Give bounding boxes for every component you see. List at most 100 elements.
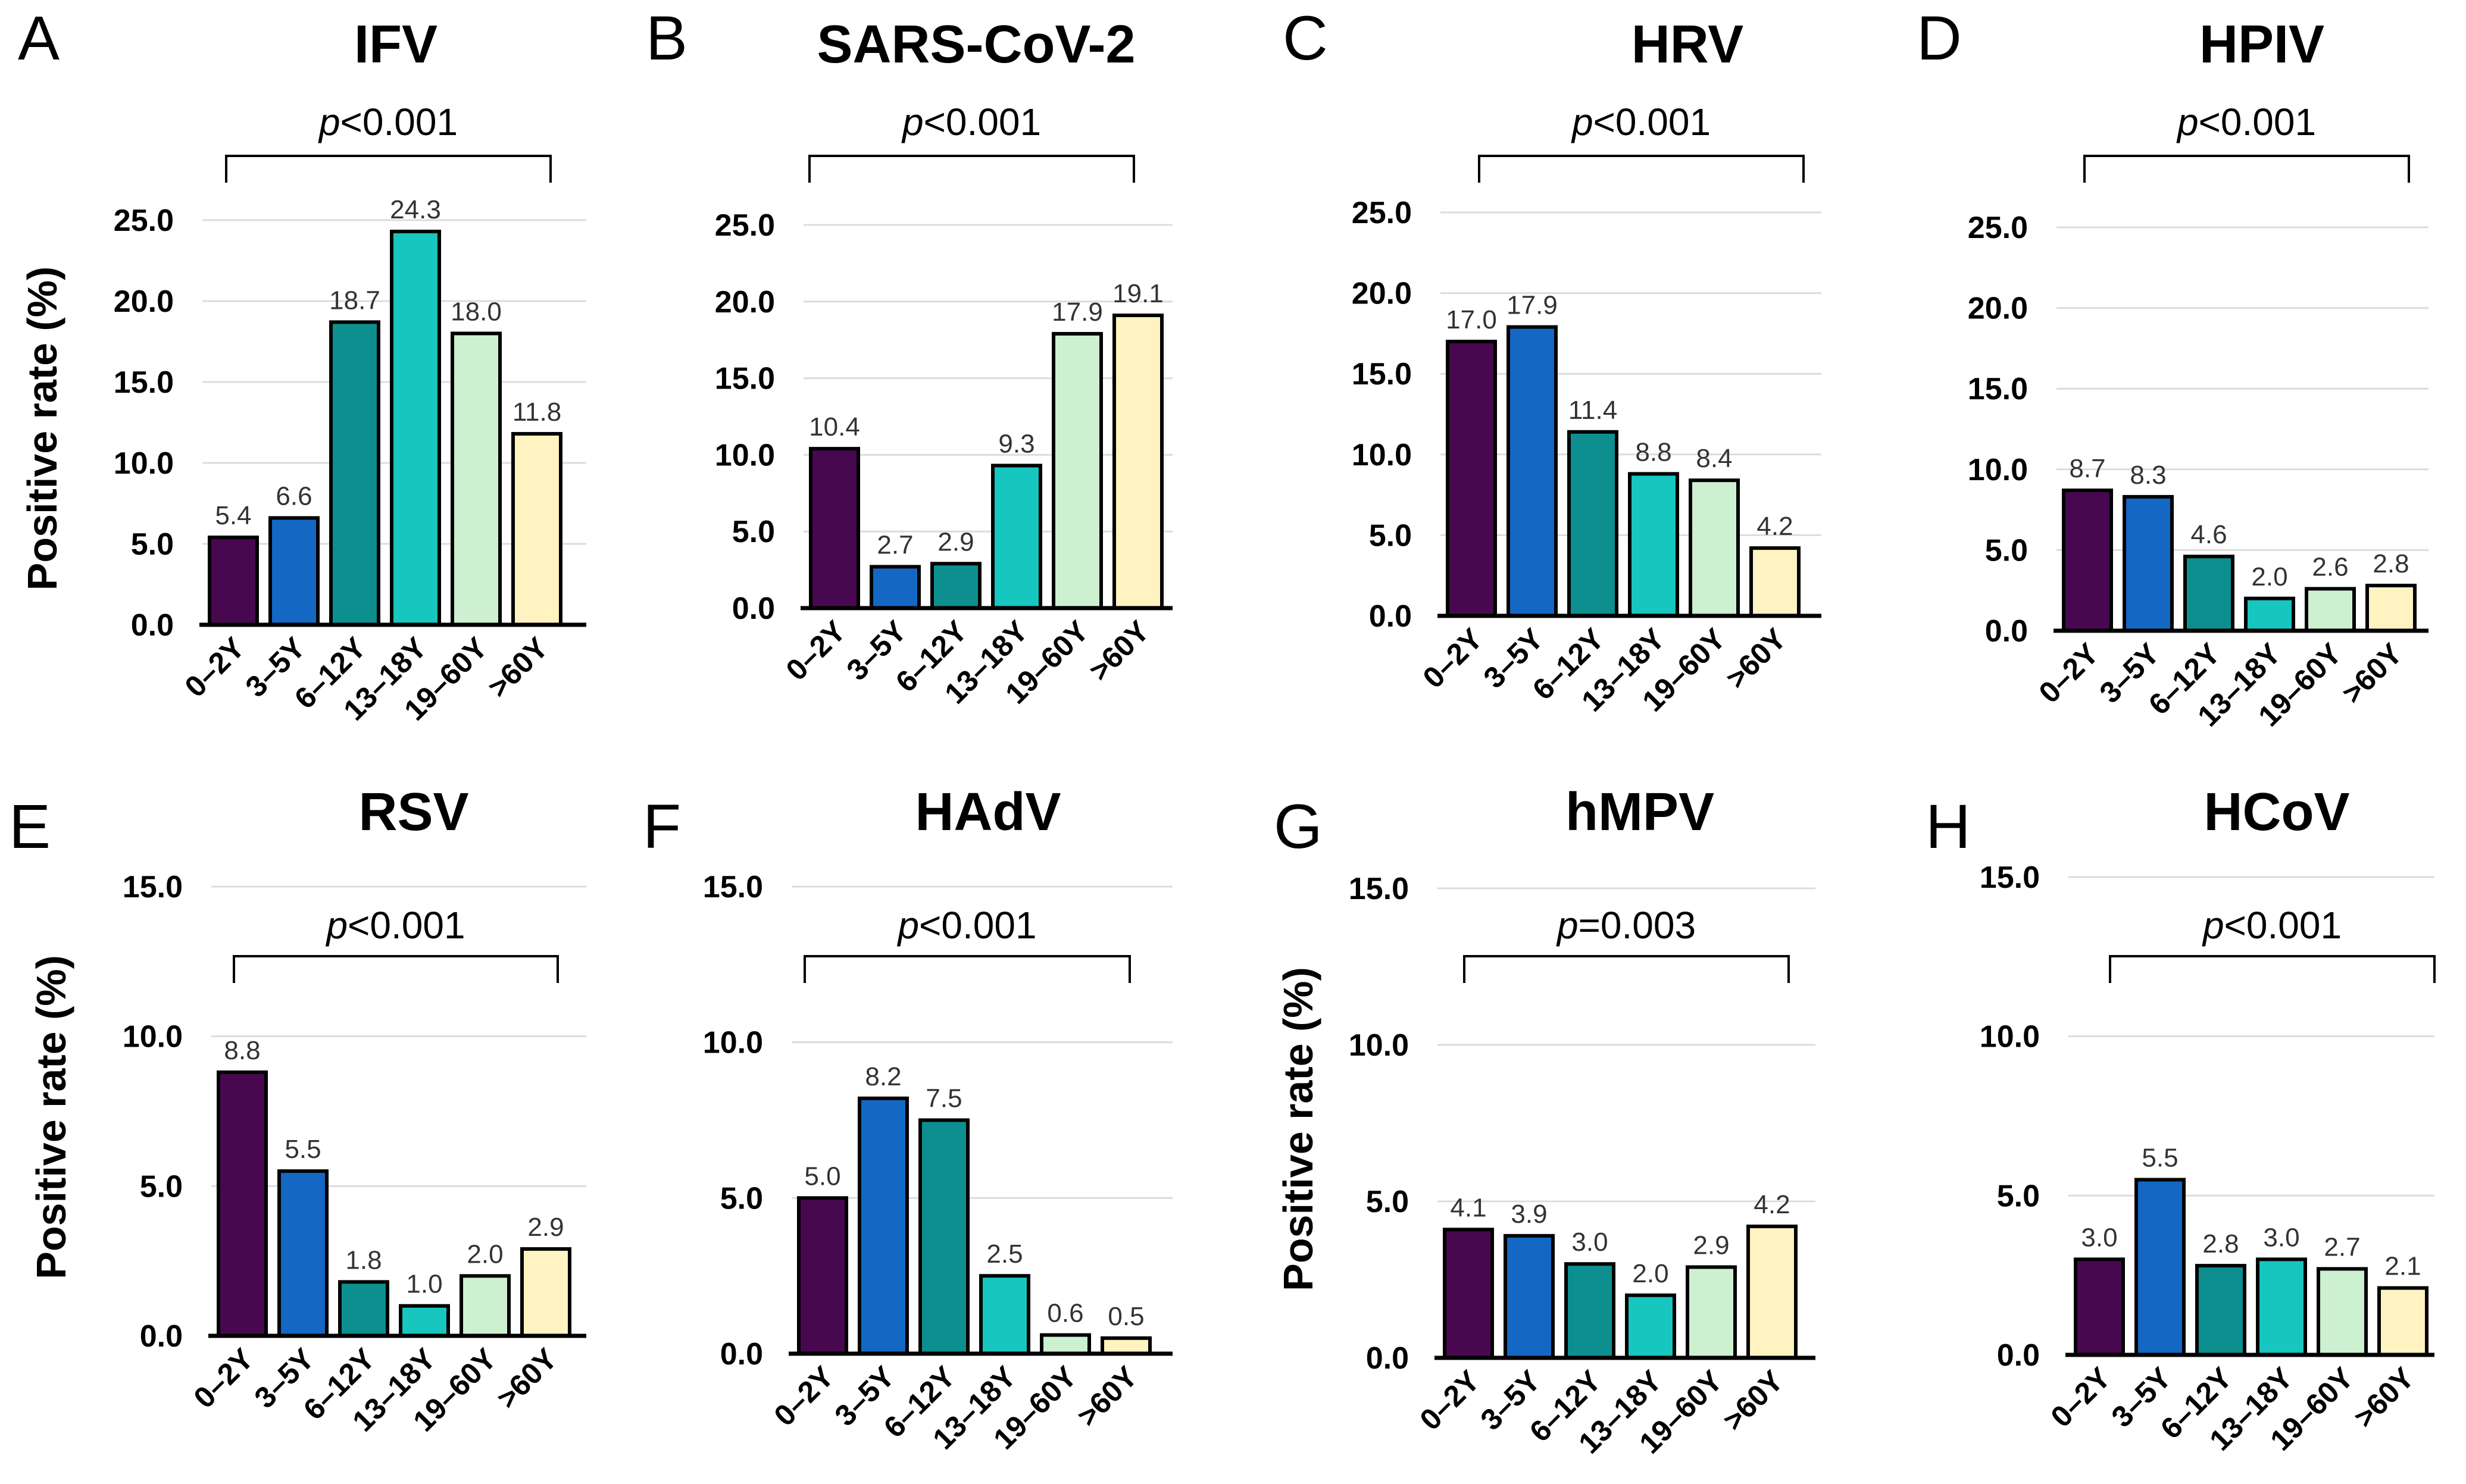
data-label: 5.5	[2142, 1144, 2178, 1173]
bar-6–12Y	[329, 320, 380, 627]
y-tick-label: 0.0	[1369, 599, 1412, 634]
bar-19–60Y	[451, 331, 502, 627]
data-label: 4.6	[2190, 520, 2227, 549]
y-tick-label: 10.0	[1968, 453, 2028, 487]
y-tick-label: 5.0	[1366, 1185, 1409, 1219]
x-tick-label: >60Y	[2348, 1361, 2421, 1434]
bar-0–2Y	[217, 1070, 268, 1338]
data-label: 2.7	[2324, 1232, 2360, 1261]
data-label: 24.3	[390, 195, 441, 224]
p-comparison: <0.001	[919, 904, 1037, 947]
y-tick-label: 0.0	[1997, 1338, 2040, 1373]
x-tick-label: 0–2Y	[1414, 1364, 1486, 1436]
panel-title: HAdV	[915, 782, 1061, 842]
bar-13–18Y	[390, 230, 441, 627]
x-tick-label: >60Y	[2336, 637, 2409, 710]
bar-6–12Y	[2183, 555, 2234, 633]
p-value: p<0.001	[901, 101, 1041, 143]
panel-letter: A	[18, 4, 60, 73]
bar-13–18Y	[1625, 1293, 1676, 1360]
x-tick-label: 0–2Y	[179, 631, 251, 703]
y-tick-label: 0.0	[720, 1337, 763, 1372]
bar-6–12Y	[2195, 1264, 2246, 1357]
y-tick-label: 5.0	[720, 1181, 763, 1216]
bar-6–12Y	[338, 1280, 389, 1338]
y-tick-label: 25.0	[114, 203, 174, 238]
y-tick-label: 10.0	[1349, 1028, 1409, 1063]
panel-d: D HPIV0.05.010.015.020.025.08.70–2Y8.33–5…	[1917, 4, 2429, 733]
panel-letter: G	[1274, 792, 1323, 862]
bar-19–60Y	[1040, 1333, 1091, 1356]
p-symbol: p	[325, 904, 348, 947]
y-tick-label: 25.0	[715, 208, 775, 243]
data-label: 0.5	[1108, 1302, 1144, 1331]
data-label: 2.9	[937, 527, 974, 556]
panel-h: H HCoV0.05.010.015.03.00–2Y5.53–5Y2.86–12…	[1926, 782, 2436, 1457]
y-tick-label: 10.0	[1352, 438, 1412, 472]
x-tick-label: 0–2Y	[2045, 1361, 2117, 1433]
p-comparison: <0.001	[2199, 101, 2317, 143]
panel-b: B SARS-CoV-2 0.0 5.0 10.0 15.0 20.0 25.0 10.4 0–2…	[646, 4, 1173, 710]
data-label: 3.0	[1571, 1228, 1608, 1257]
p-value: p<0.001	[2202, 904, 2342, 947]
y-axis-title: Positive rate (%)	[1275, 967, 1321, 1291]
bar-3–5Y	[268, 516, 320, 627]
panel-title: IFV	[354, 15, 437, 74]
panel-title: hMPV	[1565, 782, 1714, 842]
data-label: 1.8	[345, 1245, 382, 1275]
bar-19–60Y	[2305, 587, 2356, 633]
y-tick-label: 25.0	[1352, 196, 1412, 230]
y-tick-label: 15.0	[123, 870, 183, 904]
y-tick-label: 5.0	[1369, 518, 1412, 553]
data-label: 8.8	[224, 1036, 260, 1065]
y-tick-label: 15.0	[703, 870, 763, 904]
panel-title: SARS-CoV-2	[817, 15, 1135, 74]
panel-e: E RSV0.05.010.015.08.80–2Y5.53–5Y1.86–12Y…	[9, 782, 586, 1438]
data-label: 2.7	[877, 530, 913, 559]
p-symbol: p	[896, 904, 919, 947]
data-label: 2.0	[467, 1239, 503, 1269]
data-label: 3.0	[2081, 1223, 2117, 1252]
bar->60Y	[1749, 546, 1801, 618]
bar-0–2Y	[208, 536, 259, 627]
p-value: p<0.001	[325, 904, 465, 947]
y-tick-label: 10.0	[703, 1026, 763, 1060]
y-tick-label: 10.0	[114, 446, 174, 481]
data-label: 6.6	[276, 481, 312, 511]
bar-0–2Y	[2074, 1257, 2125, 1357]
x-tick-label: >60Y	[1717, 1364, 1790, 1437]
bar->60Y	[511, 432, 562, 627]
p-symbol: p	[901, 101, 924, 143]
y-tick-label: 5.0	[1997, 1179, 2040, 1213]
y-tick-label: 5.0	[131, 527, 174, 562]
data-label: 1.0	[406, 1270, 442, 1299]
panel-title: RSV	[358, 782, 468, 842]
x-tick-label: >60Y	[482, 631, 555, 704]
x-tick-label: 0–2Y	[768, 1360, 840, 1432]
data-label: 2.9	[527, 1213, 564, 1242]
data-label: 8.2	[865, 1062, 901, 1091]
x-tick-label: 0–2Y	[780, 614, 852, 687]
data-label: 11.4	[1568, 396, 1617, 425]
data-label: 5.4	[215, 501, 251, 530]
bar-0–2Y	[2062, 489, 2113, 633]
y-tick-label: 20.0	[114, 284, 174, 319]
bar-6–12Y	[1567, 430, 1618, 618]
data-label: 10.4	[809, 412, 860, 442]
significance-bracket	[804, 955, 1131, 983]
panel-letter: F	[643, 792, 681, 862]
significance-bracket	[808, 155, 1135, 183]
bar-19–60Y	[2317, 1267, 2368, 1357]
bar->60Y	[520, 1247, 571, 1338]
y-tick-label: 15.0	[1352, 357, 1412, 392]
y-tick-label: 20.0	[715, 285, 775, 320]
bar-13–18Y	[979, 1274, 1030, 1356]
y-tick-label: 15.0	[1980, 860, 2040, 895]
bar-0–2Y	[809, 447, 860, 610]
y-tick-label: 10.0	[123, 1020, 183, 1054]
p-value: p<0.001	[318, 101, 458, 143]
y-tick-label: 0.0	[1985, 614, 2028, 649]
x-tick-label: 0–2Y	[187, 1342, 260, 1414]
data-label: 2.8	[2373, 549, 2409, 578]
